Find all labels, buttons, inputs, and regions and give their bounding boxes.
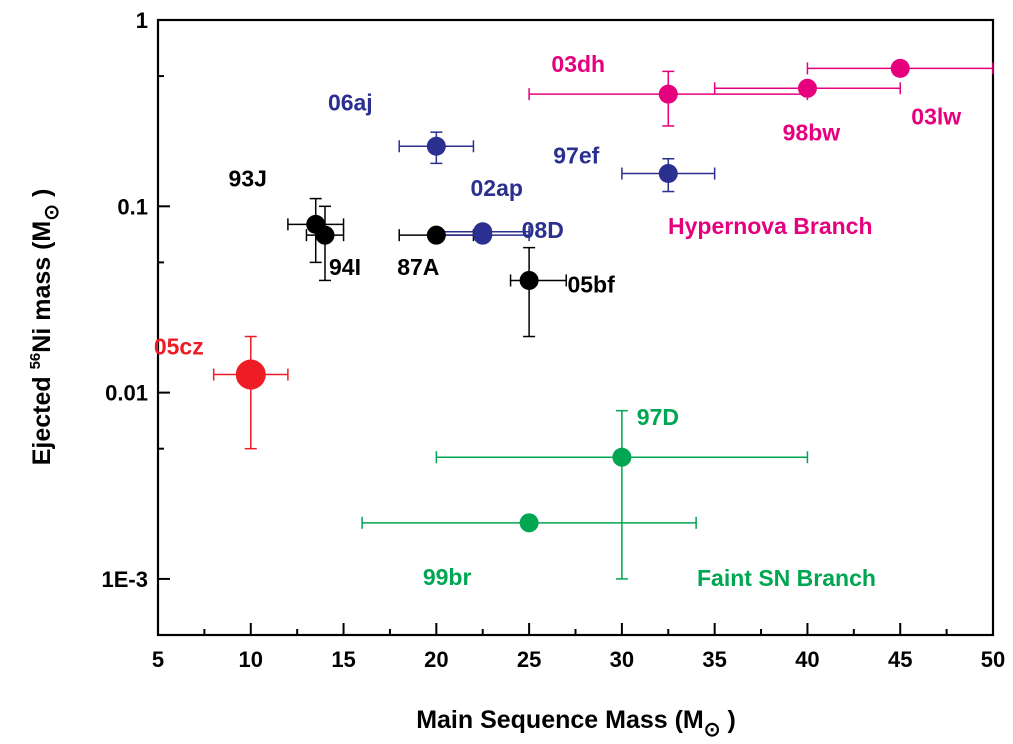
annotation-faint-sn-branch: Faint SN Branch — [697, 565, 876, 591]
point-99br — [519, 513, 539, 533]
y-tick-label-3: 1 — [136, 8, 148, 33]
y-tick-label-0: 1E-3 — [102, 567, 148, 592]
label-98bw: 98bw — [783, 119, 841, 145]
y-axis-title-suffix: ) — [28, 189, 56, 204]
x-axis-title-suffix: ) — [721, 706, 736, 734]
label-05bf: 05bf — [567, 271, 615, 297]
point-06aj — [426, 136, 446, 156]
point-08d — [473, 225, 493, 245]
x-tick-label-40: 40 — [795, 647, 819, 672]
y-axis-sun-symbol: ⊙ — [41, 204, 63, 221]
y-axis-title-prefix: Ejected — [28, 369, 56, 465]
x-axis-sun-symbol: ⊙ — [704, 719, 721, 741]
y-tick-label-2: 0.1 — [117, 194, 148, 219]
x-tick-label-15: 15 — [331, 647, 355, 672]
point-87a — [426, 225, 446, 245]
x-tick-label-35: 35 — [702, 647, 726, 672]
x-tick-label-10: 10 — [239, 647, 263, 672]
point-05bf — [519, 270, 539, 290]
annotation-hypernova-branch: Hypernova Branch — [668, 213, 873, 239]
x-tick-label-20: 20 — [424, 647, 448, 672]
x-tick-label-50: 50 — [981, 647, 1005, 672]
label-06aj: 06aj — [328, 89, 373, 115]
plot-frame — [156, 18, 995, 637]
error-bars — [212, 62, 994, 580]
label-93j: 93J — [229, 165, 267, 191]
label-05cz: 05cz — [154, 334, 204, 360]
label-02ap: 02ap — [471, 175, 523, 201]
point-05cz — [235, 359, 266, 390]
y-axis-title-superscript: 56 — [27, 353, 44, 370]
y-axis-title-main: Ni mass (M — [28, 221, 56, 353]
point-98bw — [797, 78, 817, 98]
label-87a: 87A — [397, 254, 439, 280]
point-94i — [315, 225, 335, 245]
point-03lw — [890, 58, 910, 78]
point-03dh — [658, 84, 678, 104]
label-08d: 08D — [522, 217, 564, 243]
point-97ef — [658, 163, 678, 183]
x-axis-title-main: Main Sequence Mass (M — [416, 706, 704, 734]
label-99br: 99br — [423, 564, 472, 590]
label-97ef: 97ef — [553, 142, 599, 168]
label-94i: 94I — [329, 254, 361, 280]
y-axis-title: Ejected 56Ni mass (M⊙ ) — [27, 189, 63, 466]
x-tick-label-30: 30 — [610, 647, 634, 672]
x-tick-label-45: 45 — [888, 647, 912, 672]
x-tick-label-25: 25 — [517, 647, 541, 672]
label-03dh: 03dh — [551, 51, 605, 77]
y-tick-label-1: 0.01 — [105, 381, 148, 406]
data-points — [235, 58, 910, 533]
point-97d — [612, 447, 632, 467]
label-03lw: 03lw — [911, 103, 961, 129]
x-axis-title: Main Sequence Mass (M⊙ ) — [416, 706, 736, 741]
point-labels: 05cz 93J 94I 87A 05bf 06aj 02ap 08D 97ef 03dh 98bw… — [154, 51, 961, 590]
label-97d: 97D — [637, 404, 679, 430]
ticks: 5 10 15 20 25 30 35 40 45 50 1E-3 0.01 0.1 1 — [102, 8, 1006, 672]
x-tick-label-5: 5 — [152, 647, 164, 672]
